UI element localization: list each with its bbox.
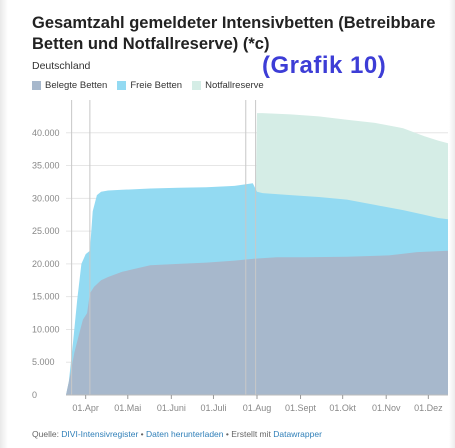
y-tick-label: 25.000 <box>32 226 60 236</box>
legend-swatch-belegte <box>32 81 41 90</box>
footer-prefix: Quelle: <box>32 429 62 439</box>
page-shadow-left <box>0 0 8 448</box>
x-tick-label: 01.Sept <box>285 403 317 413</box>
y-tick-label: 5.000 <box>32 357 55 367</box>
legend-item-notfall: Notfallreserve <box>192 80 264 91</box>
chart-subtitle: Deutschland <box>32 60 91 72</box>
x-tick-label: 01.Juni <box>157 403 186 413</box>
legend-label-notfall: Notfallreserve <box>205 80 264 91</box>
x-tick-label: 01.Apr <box>72 403 99 413</box>
legend-item-belegte: Belegte Betten <box>32 80 107 91</box>
y-tick-label: 20.000 <box>32 259 60 269</box>
x-tick-label: 01.Dez <box>414 403 443 413</box>
y-tick-label: 35.000 <box>32 161 60 171</box>
footer-download-link[interactable]: Daten herunterladen <box>146 429 224 439</box>
chart-title: Gesamtzahl gemeldeter Intensivbetten (Be… <box>32 14 436 53</box>
y-tick-label: 30.000 <box>32 193 60 203</box>
y-tick-label: 10.000 <box>32 324 60 334</box>
series-area-belegte-betten <box>66 250 448 395</box>
x-tick-label: 01.Mai <box>114 403 141 413</box>
grafik-annotation: (Grafik 10) <box>262 52 387 79</box>
legend-item-freie: Freie Betten <box>117 80 182 91</box>
chart-legend: Belegte Betten Freie Betten Notfallreser… <box>32 80 264 91</box>
footer-sep1: • <box>138 429 146 439</box>
x-tick-label: 01.Aug <box>243 403 272 413</box>
x-tick-label: 01.Nov <box>372 403 401 413</box>
x-tick-label: 01.Juli <box>200 403 226 413</box>
footer-source-link[interactable]: DIVI-Intensivregister <box>61 429 139 439</box>
legend-swatch-notfall <box>192 81 202 90</box>
page-shadow-right <box>449 0 455 448</box>
legend-label-freie: Freie Betten <box>130 80 183 91</box>
y-tick-label: 0 <box>32 390 37 400</box>
x-tick-label: 01.Okt <box>329 403 356 413</box>
legend-label-belegte: Belegte Betten <box>45 80 108 91</box>
footer-tool-link[interactable]: Datawrapper <box>273 429 322 439</box>
y-tick-label: 15.000 <box>32 292 60 302</box>
y-tick-label: 40.000 <box>32 128 60 138</box>
legend-swatch-freie <box>117 81 127 90</box>
chart-footer: Quelle: DIVI-Intensivregister • Daten he… <box>32 429 322 439</box>
footer-sep2: • Erstellt mit <box>223 429 274 439</box>
